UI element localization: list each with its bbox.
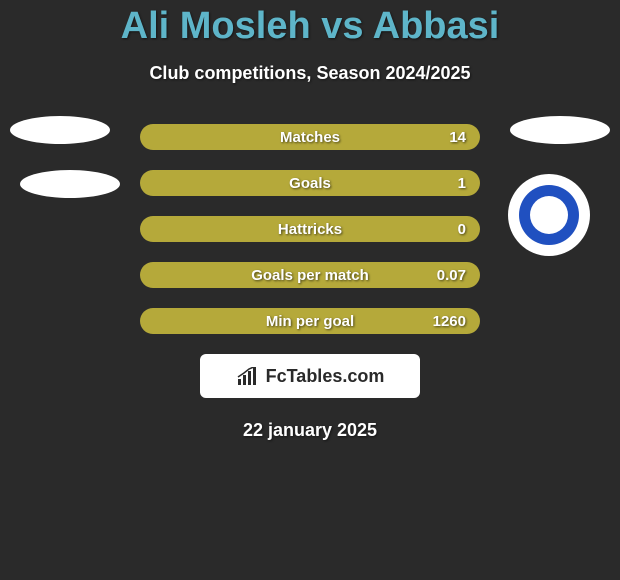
stat-label: Min per goal: [266, 313, 354, 330]
stat-label: Hattricks: [278, 221, 342, 238]
stat-bar-goals: Goals 1: [140, 170, 480, 196]
club-badge-inner: [519, 185, 579, 245]
page-title: Ali Mosleh vs Abbasi: [0, 5, 620, 48]
club-badge-center: [530, 196, 568, 234]
stat-label: Matches: [280, 129, 340, 146]
date-text: 22 january 2025: [0, 420, 620, 441]
stat-value: 0.07: [437, 267, 466, 284]
player-avatar-left-2: [20, 170, 120, 198]
infographic-container: Ali Mosleh vs Abbasi Club competitions, …: [0, 0, 620, 580]
page-subtitle: Club competitions, Season 2024/2025: [0, 63, 620, 84]
stat-value: 1: [458, 175, 466, 192]
brand-badge: FcTables.com: [200, 354, 420, 398]
chart-icon: [236, 367, 260, 385]
stats-wrapper: Matches 14 Goals 1 Hattricks 0 Goals per…: [0, 124, 620, 334]
club-badge: [508, 174, 590, 256]
player-avatar-right-1: [510, 116, 610, 144]
stat-value: 0: [458, 221, 466, 238]
stat-label: Goals per match: [251, 267, 369, 284]
stat-bar-goals-per-match: Goals per match 0.07: [140, 262, 480, 288]
stat-bar-min-per-goal: Min per goal 1260: [140, 308, 480, 334]
brand-text: FcTables.com: [266, 366, 385, 387]
player-avatar-left-1: [10, 116, 110, 144]
stat-bar-matches: Matches 14: [140, 124, 480, 150]
stat-label: Goals: [289, 175, 331, 192]
stat-value: 14: [449, 129, 466, 146]
stat-bar-hattricks: Hattricks 0: [140, 216, 480, 242]
stat-value: 1260: [433, 313, 466, 330]
